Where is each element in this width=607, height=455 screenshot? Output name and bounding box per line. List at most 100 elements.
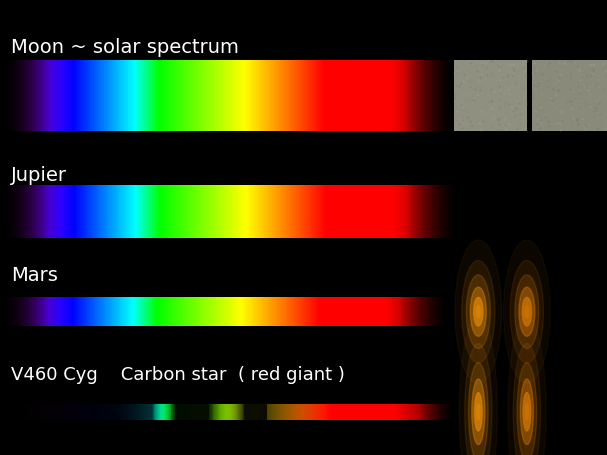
Bar <box>157 186 158 238</box>
Bar <box>7 186 8 238</box>
Bar <box>115 404 117 420</box>
Bar <box>183 404 185 420</box>
Bar <box>255 61 257 131</box>
Bar <box>103 404 104 420</box>
Bar <box>387 404 388 420</box>
Bar <box>339 186 340 238</box>
Bar <box>195 186 197 238</box>
Bar <box>311 297 313 327</box>
Bar <box>402 404 404 420</box>
Bar <box>149 61 151 131</box>
Bar <box>239 297 240 327</box>
Bar <box>288 61 290 131</box>
Bar <box>192 61 194 131</box>
Bar <box>314 404 315 420</box>
Bar <box>113 61 115 131</box>
Ellipse shape <box>470 287 486 336</box>
Bar <box>198 404 200 420</box>
Bar <box>426 186 427 238</box>
Bar <box>171 297 172 327</box>
Bar <box>166 404 167 420</box>
Bar <box>386 61 388 131</box>
Bar <box>237 61 239 131</box>
Bar <box>327 186 328 238</box>
Bar <box>252 404 253 420</box>
Bar <box>81 297 83 327</box>
Bar <box>311 186 312 238</box>
Bar <box>210 404 211 420</box>
Bar <box>284 61 285 131</box>
Bar <box>329 297 331 327</box>
Bar <box>16 61 18 131</box>
Bar <box>327 61 329 131</box>
Bar <box>378 186 379 238</box>
Bar <box>356 404 358 420</box>
Bar <box>331 404 332 420</box>
Bar <box>220 297 221 327</box>
Bar <box>228 297 229 327</box>
Bar <box>96 404 98 420</box>
Bar <box>110 404 112 420</box>
Bar <box>148 186 150 238</box>
Bar <box>49 186 51 238</box>
Bar <box>83 404 85 420</box>
Bar <box>334 404 336 420</box>
Bar <box>12 61 13 131</box>
Bar <box>183 297 185 327</box>
Bar <box>254 297 256 327</box>
Bar <box>131 61 132 131</box>
Bar <box>237 404 238 420</box>
Bar <box>293 404 294 420</box>
Bar <box>97 404 98 420</box>
Bar <box>81 404 82 420</box>
Bar <box>358 186 359 238</box>
Bar <box>329 186 330 238</box>
Bar <box>228 186 230 238</box>
Ellipse shape <box>476 306 480 318</box>
Bar <box>435 186 436 238</box>
Bar <box>140 61 141 131</box>
Bar <box>402 297 403 327</box>
Bar <box>45 404 46 420</box>
Bar <box>141 404 142 420</box>
Bar <box>89 404 91 420</box>
Bar <box>412 186 413 238</box>
Bar <box>407 61 409 131</box>
Bar <box>112 186 114 238</box>
Bar <box>199 186 201 238</box>
Bar <box>319 404 321 420</box>
Bar <box>54 61 56 131</box>
Bar <box>113 186 114 238</box>
Bar <box>320 61 322 131</box>
Bar <box>57 297 59 327</box>
Bar <box>331 404 333 420</box>
Bar <box>320 404 322 420</box>
Bar <box>110 61 112 131</box>
Bar <box>234 404 236 420</box>
Bar <box>244 61 246 131</box>
Bar <box>38 186 39 238</box>
Bar <box>213 297 215 327</box>
Bar <box>226 297 227 327</box>
Bar <box>56 404 58 420</box>
Bar <box>145 186 146 238</box>
Bar <box>175 61 177 131</box>
Bar <box>109 404 110 420</box>
Bar <box>118 404 119 420</box>
Bar <box>186 404 188 420</box>
Bar <box>195 61 197 131</box>
Bar <box>243 297 245 327</box>
Bar <box>46 186 48 238</box>
Bar <box>325 186 327 238</box>
Bar <box>341 297 342 327</box>
Bar <box>167 404 169 420</box>
Bar <box>304 186 306 238</box>
Bar <box>50 404 52 420</box>
Bar <box>235 404 236 420</box>
Bar <box>319 186 321 238</box>
Bar <box>364 186 365 238</box>
Bar <box>220 297 222 327</box>
Bar <box>191 404 192 420</box>
Bar <box>121 61 123 131</box>
Bar <box>180 186 181 238</box>
